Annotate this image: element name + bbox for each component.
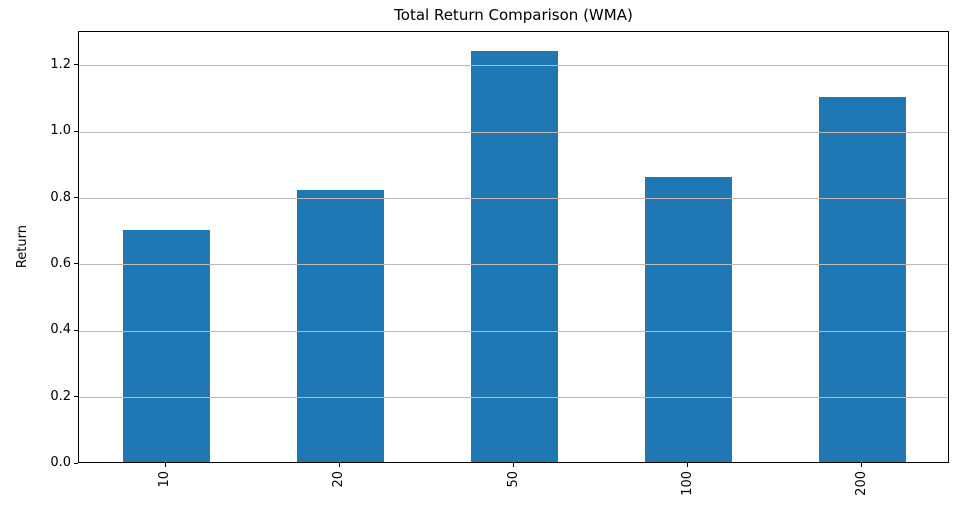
plot-area: [78, 31, 949, 463]
chart-title: Total Return Comparison (WMA): [394, 6, 633, 24]
y-tick-mark: [74, 462, 78, 464]
x-tick-label: 10: [157, 471, 173, 488]
gridline-y-0.4: [79, 330, 948, 332]
y-tick-mark: [74, 64, 78, 66]
y-tick-mark: [74, 197, 78, 199]
bar-200: [819, 97, 907, 462]
gridline-y-1.2: [79, 65, 948, 67]
x-tick-label: 50: [505, 471, 521, 488]
bar-20: [296, 189, 384, 462]
y-tick-mark: [74, 130, 78, 132]
x-tick-mark: [338, 463, 340, 467]
x-tick-label: 100: [679, 471, 695, 496]
y-tick-label: 0.6: [50, 255, 71, 271]
x-tick-mark: [861, 463, 863, 467]
x-tick-label: 200: [853, 471, 869, 496]
y-tick-label: 1.0: [50, 123, 71, 139]
bar-10: [122, 229, 210, 462]
y-tick-label: 0.2: [50, 388, 71, 404]
x-tick-mark: [513, 463, 514, 467]
bar-100: [645, 176, 733, 462]
gridline-y-1.0: [79, 131, 948, 133]
y-tick-mark: [74, 396, 78, 398]
x-tick-mark: [687, 463, 689, 467]
y-tick-label: 0.4: [50, 322, 71, 338]
gridline-y-0.2: [79, 397, 948, 399]
gridline-y-0.6: [79, 264, 948, 266]
x-tick-mark: [164, 463, 166, 467]
y-tick-label: 0.8: [50, 189, 71, 205]
gridline-y-0.8: [79, 198, 948, 200]
y-tick-label: 0.0: [50, 455, 71, 470]
x-tick-label: 20: [331, 471, 347, 488]
y-tick-label: 1.2: [50, 56, 71, 72]
y-tick-mark: [74, 263, 78, 265]
bar-50: [471, 50, 558, 462]
y-tick-mark: [74, 329, 78, 331]
